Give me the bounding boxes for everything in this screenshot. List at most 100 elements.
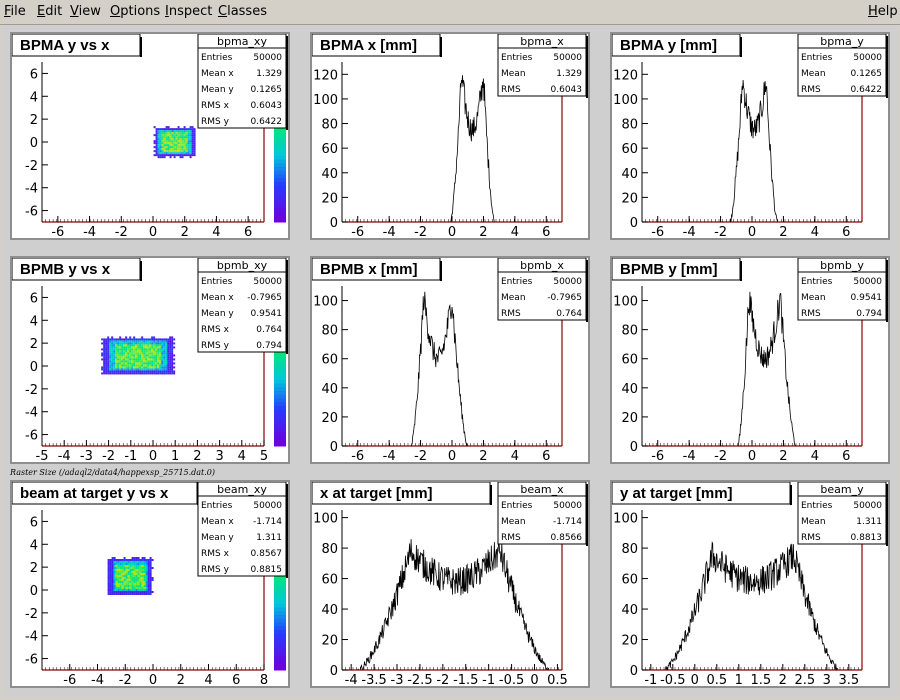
heat-cell — [185, 148, 188, 151]
heat-cell — [163, 136, 166, 139]
heat-cell — [131, 372, 134, 375]
heat-cell — [139, 567, 142, 569]
menu-classes[interactable]: Classes — [218, 4, 267, 19]
heat-cell — [161, 136, 164, 139]
heat-cell — [161, 150, 164, 153]
heat-cell — [127, 362, 130, 365]
heat-cell — [165, 148, 168, 151]
bpma_y-pad[interactable]: -6 -4 -2 0 2 4 6 0 20 40 60 80 100 120 BPMA y [mm] bpma… — [610, 32, 890, 240]
heat-cell — [185, 144, 188, 147]
bpmb_x-pad[interactable]: -6 -4 -2 0 2 4 6 0 20 40 60 80 100 BPMB x [mm] bpmb_x E… — [310, 256, 590, 464]
heat-cell — [151, 340, 154, 343]
bpma_x-pad[interactable]: -6 -4 -2 0 2 4 6 0 20 40 60 80 100 120 BPMA x [mm] bpma… — [310, 32, 590, 240]
heat-cell — [145, 370, 148, 373]
chart-title: BPMB y [mm] — [620, 261, 718, 278]
heat-cell — [121, 569, 124, 571]
heat-cell — [181, 136, 184, 139]
heat-cell — [153, 350, 156, 353]
heat-cell — [167, 144, 170, 147]
heat-cell — [107, 581, 110, 583]
heat-cell — [115, 581, 118, 583]
heat-cell — [157, 148, 160, 151]
heat-cell — [163, 342, 166, 345]
heat-cell — [135, 559, 138, 561]
heat-cell — [133, 348, 136, 351]
heat-cell — [139, 338, 142, 341]
heat-cell — [157, 356, 160, 359]
heat-cell — [139, 356, 142, 359]
palette-cell — [274, 592, 286, 597]
heat-cell — [171, 136, 174, 139]
heat-cell — [107, 573, 110, 575]
heat-cell — [149, 350, 152, 353]
heat-cell — [165, 138, 168, 141]
heat-cell — [107, 352, 110, 355]
heat-cell — [187, 152, 190, 155]
heat-cell — [193, 142, 196, 145]
palette-cell — [274, 394, 286, 399]
heat-cell — [169, 346, 172, 349]
menu-file[interactable]: File — [4, 4, 26, 19]
heat-cell — [157, 130, 160, 133]
menu-view[interactable]: View — [70, 4, 101, 19]
beam_x-pad[interactable]: -4 -3.5 -3 -2.5 -2 -1.5 -1 -0.5 0 0.5 0 20 40 60 80 100… — [310, 480, 590, 688]
heat-cell — [179, 154, 182, 157]
heat-cell — [167, 344, 170, 347]
heat-cell — [153, 364, 156, 367]
menu-edit[interactable]: Edit — [37, 4, 63, 19]
heat-cell — [165, 144, 168, 147]
heat-cell — [167, 340, 170, 343]
heat-cell — [143, 342, 146, 345]
menu-help[interactable]: Help — [868, 4, 898, 19]
stats-box — [497, 482, 587, 545]
heat-cell — [107, 336, 110, 339]
heat-cell — [135, 362, 138, 365]
heat-cell — [141, 569, 144, 571]
heat-cell — [143, 587, 146, 589]
heat-cell — [139, 591, 142, 593]
heat-cell — [111, 579, 114, 581]
heat-cell — [147, 354, 150, 357]
y-tick-label: 4 — [30, 90, 38, 105]
heat-cell — [193, 134, 196, 137]
heat-cell — [193, 130, 196, 133]
heat-cell — [189, 138, 192, 141]
y-tick-label: 60 — [321, 142, 338, 157]
heat-cell — [141, 563, 144, 565]
heat-cell — [111, 557, 114, 559]
heat-cell — [121, 577, 124, 579]
heat-cell — [157, 348, 160, 351]
heat-cell — [131, 559, 134, 561]
x-tick-label: -4 — [58, 449, 71, 462]
heat-cell — [117, 362, 120, 365]
menu-inspect[interactable]: Inspect — [165, 4, 213, 19]
heat-cell — [121, 348, 124, 351]
chart-title: BPMA y [mm] — [620, 37, 717, 54]
heat-cell — [173, 372, 176, 375]
heat-cell — [151, 366, 154, 369]
menu-options[interactable]: Options — [110, 4, 161, 19]
heat-cell — [145, 577, 148, 579]
heat-cell — [117, 559, 120, 561]
heat-cell — [131, 581, 134, 583]
beam_y-pad[interactable]: -1 -0.5 0 0.5 1 1.5 2 2.5 3 3.5 0 20 40 60 80 100 y at t… — [610, 480, 890, 688]
heat-cell — [161, 344, 164, 347]
heat-cell — [187, 154, 190, 157]
heat-cell — [141, 346, 144, 349]
heat-cell — [111, 342, 114, 345]
heat-cell — [105, 364, 108, 367]
heat-cell — [193, 138, 196, 141]
palette-cell — [274, 203, 286, 208]
heat-cell — [111, 571, 114, 573]
heat-cell — [143, 340, 146, 343]
heat-cell — [107, 593, 110, 595]
heat-cell — [141, 587, 144, 589]
heat-cell — [143, 352, 146, 355]
heat-cell — [175, 130, 178, 133]
bpmb_y-pad[interactable]: -6 -4 -2 0 2 4 6 0 20 40 60 80 100 BPMB y [mm] bpmb_y E… — [610, 256, 890, 464]
heat-cell — [123, 591, 126, 593]
y-tick-label: 2 — [30, 337, 38, 352]
